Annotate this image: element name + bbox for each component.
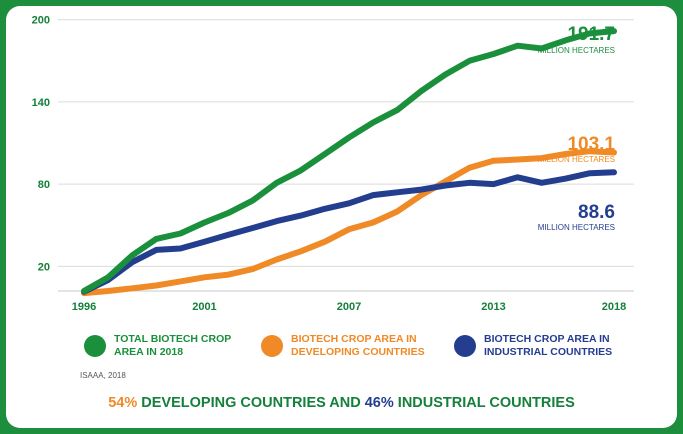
end-value-industrial: 88.6 [578,202,615,223]
legend-item-industrial: BIOTECH CROP AREA IN INDUSTRIAL COUNTRIE… [454,333,624,359]
legend-label-industrial: BIOTECH CROP AREA IN INDUSTRIAL COUNTRIE… [484,333,613,358]
legend-label-developing: BIOTECH CROP AREA IN DEVELOPING COUNTRIE… [291,333,425,358]
x-tick-label: 2007 [337,301,361,313]
source-note: ISAAA, 2018 [80,371,126,380]
summary-line: 54% DEVELOPING COUNTRIES AND 46% INDUSTR… [6,395,677,411]
legend-label-total: TOTAL BIOTECH CROP AREA IN 2018 [114,333,232,358]
series-line-industrial [81,169,617,295]
legend-item-developing: BIOTECH CROP AREA IN DEVELOPING COUNTRIE… [261,333,431,359]
y-tick-label: 200 [32,15,50,27]
end-value-total: 191.7 [567,24,615,45]
legend-dot-total [84,335,106,357]
end-unit-industrial: MILLION HECTARES [538,223,615,232]
x-axis-ticks: 1996 2001 2007 2013 2018 [72,301,626,313]
legend-dot-industrial [454,335,476,357]
series-line-developing [81,148,617,297]
series-line-total [81,28,617,294]
summary-pct-developing: 54% [108,395,138,411]
summary-pct-industrial: 46% [364,395,394,411]
x-tick-label: 2018 [602,301,626,313]
y-tick-label: 20 [38,261,50,273]
x-tick-label: 2013 [481,301,505,313]
summary-text-1: DEVELOPING COUNTRIES AND [137,395,365,411]
end-value-developing: 103.1 [567,134,615,155]
legend-item-total: TOTAL BIOTECH CROP AREA IN 2018 [84,333,254,359]
end-unit-developing: MILLION HECTARES [538,155,615,164]
x-tick-label: 2001 [192,301,216,313]
y-tick-label: 140 [32,97,50,109]
series-lines [81,28,617,297]
y-tick-label: 80 [38,179,50,191]
y-axis-ticks: 20 80 140 200 [32,15,50,274]
x-tick-label: 1996 [72,301,96,313]
end-unit-total: MILLION HECTARES [538,46,615,55]
chart-panel: 20 80 140 200 1996 2001 2007 2013 2018 191.7 MIL… [6,6,677,428]
summary-text-2: INDUSTRIAL COUNTRIES [393,395,575,411]
legend-dot-developing [261,335,283,357]
